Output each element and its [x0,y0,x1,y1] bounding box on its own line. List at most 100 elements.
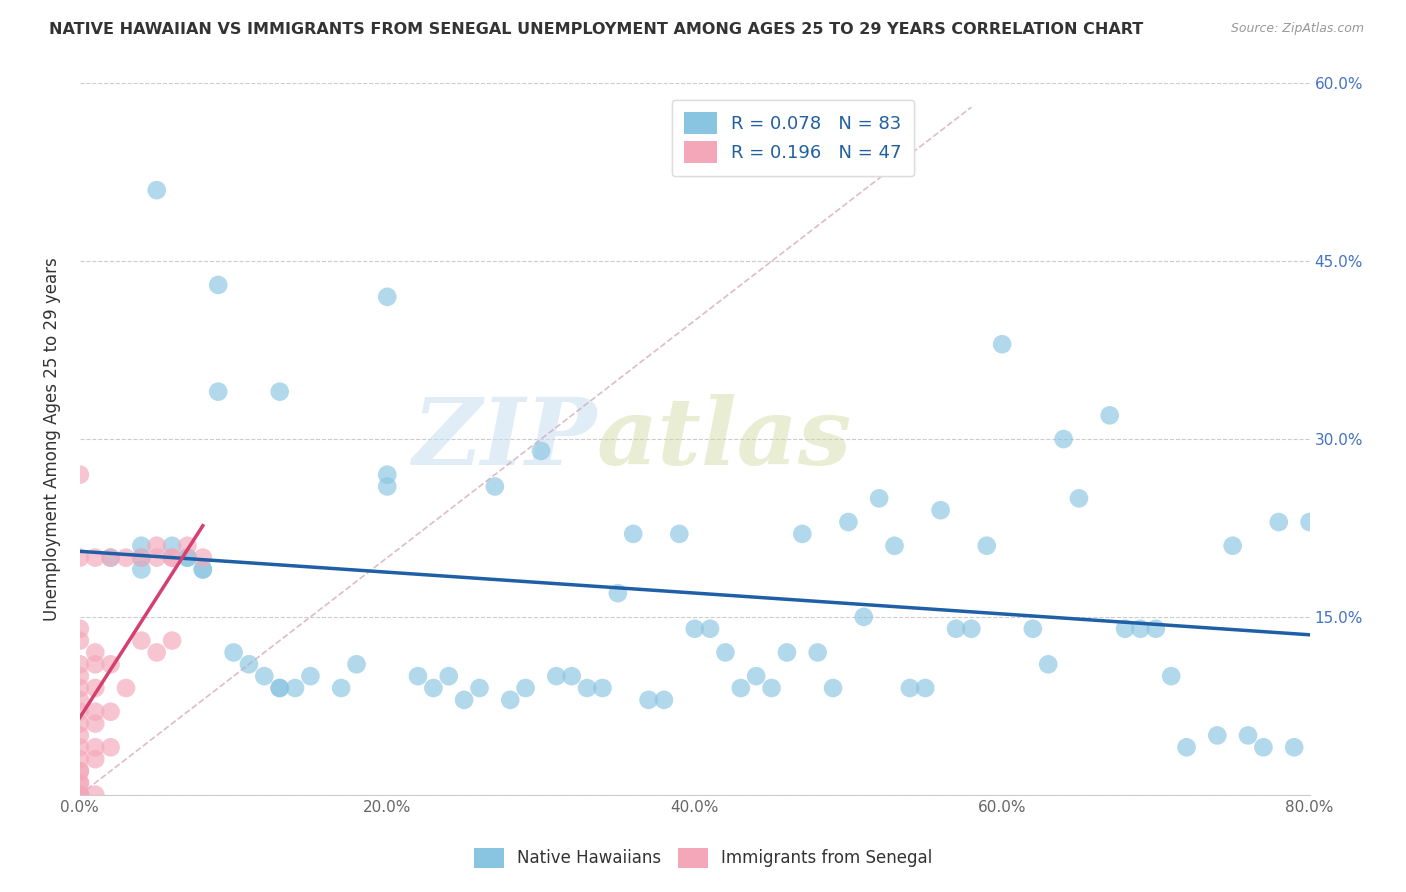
Point [69,788,91,802]
Point [1237,728,1260,742]
Text: ZIP: ZIP [412,394,596,484]
Point [1098,409,1121,423]
Point [1052,432,1074,446]
Point [530,444,553,458]
Point [453,693,475,707]
Point [69,788,91,802]
Point [821,681,844,695]
Point [222,645,245,659]
Point [100,705,122,719]
Point [1282,740,1305,755]
Point [176,550,198,565]
Point [84,705,107,719]
Point [160,539,183,553]
Point [84,752,107,766]
Point [652,693,675,707]
Point [84,681,107,695]
Point [69,740,91,755]
Point [1160,669,1182,683]
Point [852,610,875,624]
Text: Source: ZipAtlas.com: Source: ZipAtlas.com [1230,22,1364,36]
Point [160,550,183,565]
Point [515,681,537,695]
Point [929,503,952,517]
Point [714,645,737,659]
Point [115,681,138,695]
Point [100,657,122,672]
Legend: Native Hawaiians, Immigrants from Senegal: Native Hawaiians, Immigrants from Senega… [467,841,939,875]
Point [69,752,91,766]
Point [191,562,214,576]
Point [131,562,153,576]
Point [468,681,491,695]
Point [591,681,613,695]
Point [100,550,122,565]
Point [945,622,967,636]
Point [346,657,368,672]
Point [621,527,644,541]
Point [84,716,107,731]
Point [1129,622,1152,636]
Point [1144,622,1167,636]
Point [284,681,307,695]
Point [330,681,353,695]
Point [69,681,91,695]
Point [375,479,398,493]
Point [299,669,322,683]
Point [530,53,553,67]
Point [84,645,107,659]
Point [375,467,398,482]
Point [269,384,291,399]
Point [69,467,91,482]
Point [914,681,936,695]
Point [1268,515,1291,529]
Point [84,740,107,755]
Point [84,788,107,802]
Point [207,277,229,292]
Point [160,633,183,648]
Point [776,645,799,659]
Point [176,550,198,565]
Point [100,740,122,755]
Point [131,539,153,553]
Text: atlas: atlas [596,394,852,484]
Point [484,479,506,493]
Point [637,693,659,707]
Point [561,669,583,683]
Point [1067,491,1090,506]
Point [745,669,768,683]
Point [69,788,91,802]
Point [69,633,91,648]
Point [176,539,198,553]
Point [145,550,167,565]
Point [69,716,91,731]
Point [976,539,998,553]
Point [69,764,91,778]
Point [145,539,167,553]
Point [837,515,859,529]
Point [499,693,522,707]
Point [131,550,153,565]
Point [69,764,91,778]
Point [69,622,91,636]
Point [1022,622,1045,636]
Point [960,622,983,636]
Point [69,788,91,802]
Point [1206,728,1229,742]
Point [406,669,429,683]
Legend: R = 0.078   N = 83, R = 0.196   N = 47: R = 0.078 N = 83, R = 0.196 N = 47 [672,100,914,176]
Point [1114,622,1136,636]
Point [1175,740,1198,755]
Point [131,550,153,565]
Point [69,788,91,802]
Point [730,681,752,695]
Point [69,728,91,742]
Point [792,527,814,541]
Point [422,681,444,695]
Point [868,491,890,506]
Point [269,681,291,695]
Point [898,681,921,695]
Point [883,539,905,553]
Point [69,657,91,672]
Point [69,550,91,565]
